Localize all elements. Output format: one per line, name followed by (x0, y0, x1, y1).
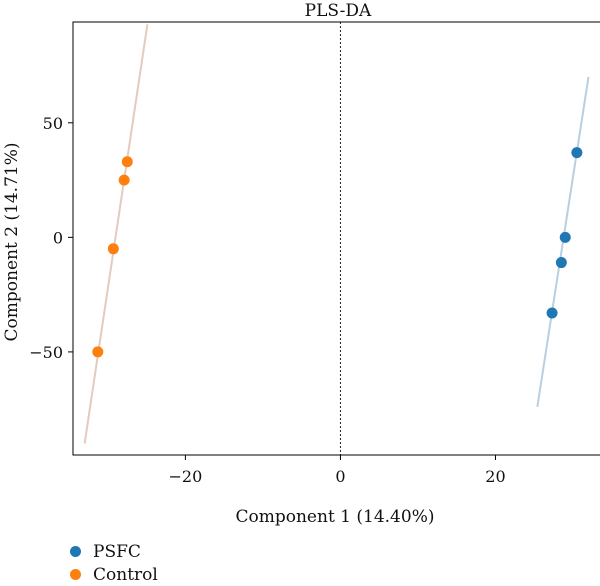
point-psfc-4 (546, 307, 558, 319)
point-psfc-2 (559, 231, 571, 243)
point-control-4 (92, 346, 104, 358)
fit-lines (83, 24, 590, 444)
point-control-1 (121, 156, 133, 168)
legend-item-control: Control (70, 563, 158, 586)
legend-label-psfc: PSFC (93, 541, 141, 562)
y-tick-label: 0 (53, 228, 63, 247)
fit-line-control (83, 24, 149, 444)
chart-title: PLS-DA (305, 1, 372, 21)
x-tick-label: 20 (485, 467, 505, 486)
point-psfc-1 (571, 147, 583, 159)
y-tick-label: 50 (43, 114, 63, 133)
y-axis-label: Component 2 (14.71%) (2, 143, 22, 342)
legend-marker-psfc (70, 546, 81, 557)
legend: PSFC Control (70, 540, 158, 586)
legend-item-psfc: PSFC (70, 540, 158, 563)
x-tick-label: −20 (169, 467, 203, 486)
axis-ticks: −20 0 20 −50 0 50 (29, 114, 505, 486)
y-tick-label: −50 (29, 343, 63, 362)
legend-label-control: Control (93, 564, 158, 585)
point-control-2 (118, 174, 130, 186)
plot-frame (72, 21, 600, 456)
x-axis-label: Component 1 (14.40%) (236, 507, 435, 527)
x-tick-label: 0 (335, 467, 345, 486)
legend-marker-control (70, 569, 81, 580)
point-psfc-3 (555, 257, 567, 269)
point-control-3 (107, 243, 119, 255)
scatter-points (92, 147, 583, 358)
